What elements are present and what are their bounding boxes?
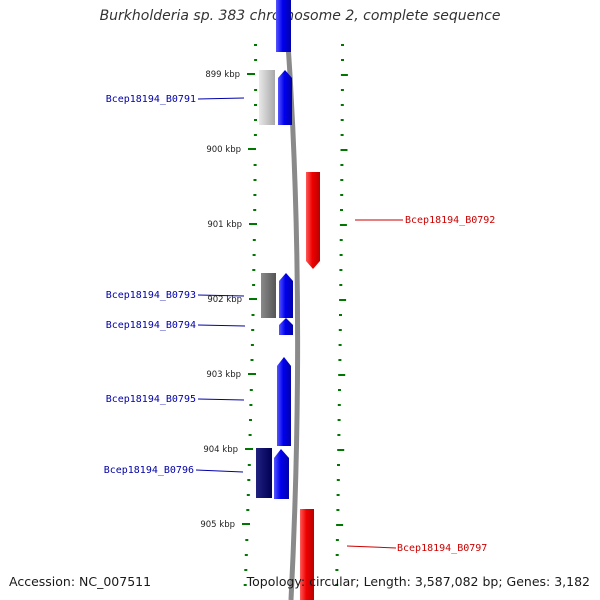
gene-label-b0791[interactable]: Bcep18194_B0791 (106, 94, 196, 105)
ruler-label-902: 902 kbp (207, 295, 242, 305)
ruler-label-899: 899 kbp (205, 70, 240, 80)
gene-label-b0792[interactable]: Bcep18194_B0792 (405, 215, 495, 226)
gene-label-b0793[interactable]: Bcep18194_B0793 (106, 290, 196, 301)
gene-label-b0796[interactable]: Bcep18194_B0796 (104, 465, 194, 476)
callout-line (197, 398, 245, 401)
callout-line (346, 545, 397, 549)
ruler: 899 kbp 900 kbp 901 kbp 902 kbp 903 kbp … (200, 70, 257, 530)
right-tick-rail (335, 44, 348, 586)
callout-line (195, 469, 244, 473)
gene-labels: Bcep18194_B0791 Bcep18194_B0793 Bcep1819… (104, 94, 496, 554)
ruler-label-901: 901 kbp (207, 220, 242, 230)
gene-arrow[interactable] (279, 273, 293, 318)
forward-strand-genes (274, 0, 293, 499)
gene-arrow[interactable] (276, 0, 291, 52)
gene-arrow[interactable] (274, 449, 289, 499)
gene-arrow[interactable] (278, 70, 292, 125)
gene-arrow[interactable] (300, 509, 314, 600)
ruler-label-904: 904 kbp (203, 445, 238, 455)
gene-arrow[interactable] (306, 172, 320, 269)
ruler-label-905: 905 kbp (200, 520, 235, 530)
feature-block[interactable] (261, 273, 276, 318)
gene-label-b0795[interactable]: Bcep18194_B0795 (106, 394, 196, 405)
left-tick-rail (243, 44, 258, 586)
sequence-summary: Topology: circular; Length: 3,587,082 bp… (246, 574, 590, 589)
callout-line (197, 97, 245, 100)
gene-callout-lines (195, 97, 403, 549)
reverse-strand-genes (300, 172, 320, 600)
accession-text: Accession: NC_007511 (9, 574, 152, 589)
gene-label-b0794[interactable]: Bcep18194_B0794 (106, 320, 196, 331)
ruler-label-903: 903 kbp (206, 370, 241, 380)
feature-track (256, 70, 276, 498)
gene-label-b0797[interactable]: Bcep18194_B0797 (397, 543, 487, 554)
callout-line (197, 294, 245, 297)
feature-block[interactable] (256, 448, 272, 498)
map-title: Burkholderia sp. 383 chromosome 2, compl… (99, 8, 501, 24)
gene-arrow[interactable] (277, 357, 291, 446)
ruler-label-900: 900 kbp (206, 145, 241, 155)
feature-block[interactable] (259, 70, 275, 125)
gene-arrow[interactable] (279, 318, 293, 335)
callout-line (197, 324, 246, 327)
